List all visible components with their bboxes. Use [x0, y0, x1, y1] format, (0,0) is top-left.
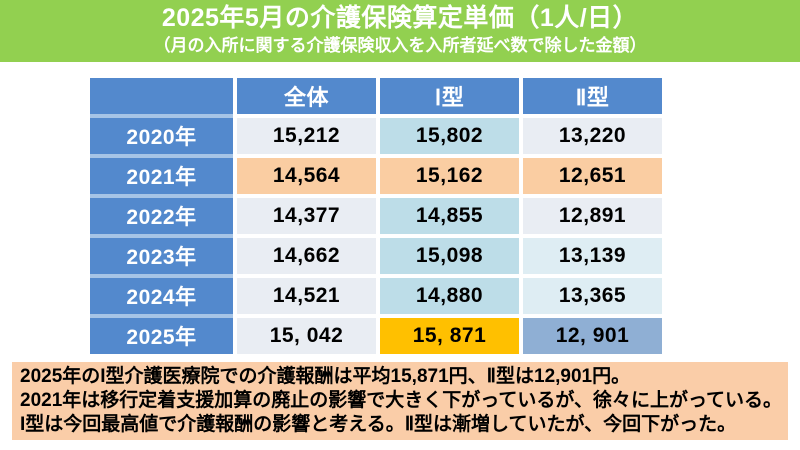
page-title: 2025年5月の介護保険算定単価（1人/日）	[161, 4, 639, 32]
note-line: 2025年のI型介護医療院での介護報酬は平均15,871円、Ⅱ型は12,901円…	[20, 366, 631, 387]
value-cell: 13,365	[523, 278, 662, 314]
title-banner: 2025年5月の介護保険算定単価（1人/日） （月の入所に関する介護保険収入を入…	[0, 0, 800, 62]
price-table: 全体 Ⅰ型 Ⅱ型 2020年 15,212 15,802 13,220 2021年 14,564…	[90, 78, 662, 354]
value-cell: 14,855	[380, 198, 519, 234]
year-cell: 2023年	[90, 238, 233, 274]
note-line: I型は今回最高値で介護報酬の影響と考える。Ⅱ型は漸増していたが、今回下がった。	[20, 414, 737, 435]
value-cell: 12, 901	[523, 318, 662, 354]
price-table-container: 全体 Ⅰ型 Ⅱ型 2020年 15,212 15,802 13,220 2021年 14,564…	[90, 78, 662, 354]
table-corner-cell	[90, 78, 233, 114]
year-cell: 2022年	[90, 198, 233, 234]
value-cell: 12,891	[523, 198, 662, 234]
value-cell: 15,098	[380, 238, 519, 274]
value-cell: 14,521	[237, 278, 376, 314]
year-cell: 2025年	[90, 318, 233, 354]
value-cell: 14,564	[237, 158, 376, 194]
value-cell: 15,162	[380, 158, 519, 194]
page-subtitle: （月の入所に関する介護保険収入を入所者延べ数で除した金額）	[153, 36, 647, 55]
value-cell: 14,662	[237, 238, 376, 274]
value-cell: 12,651	[523, 158, 662, 194]
column-header: 全体	[237, 78, 376, 114]
year-cell: 2020年	[90, 118, 233, 154]
value-cell: 14,377	[237, 198, 376, 234]
year-cell: 2021年	[90, 158, 233, 194]
value-cell: 15,212	[237, 118, 376, 154]
value-cell: 13,220	[523, 118, 662, 154]
notes-box: 2025年のI型介護医療院での介護報酬は平均15,871円、Ⅱ型は12,901円…	[12, 362, 788, 440]
column-header: Ⅱ型	[523, 78, 662, 114]
value-cell: 15,802	[380, 118, 519, 154]
value-cell: 13,139	[523, 238, 662, 274]
note-line: 2021年は移行定着支援加算の廃止の影響で大きく下がっているが、徐々に上がってい…	[20, 390, 782, 411]
year-cell: 2024年	[90, 278, 233, 314]
value-cell: 15, 871	[380, 318, 519, 354]
column-header: Ⅰ型	[380, 78, 519, 114]
value-cell: 15, 042	[237, 318, 376, 354]
value-cell: 14,880	[380, 278, 519, 314]
